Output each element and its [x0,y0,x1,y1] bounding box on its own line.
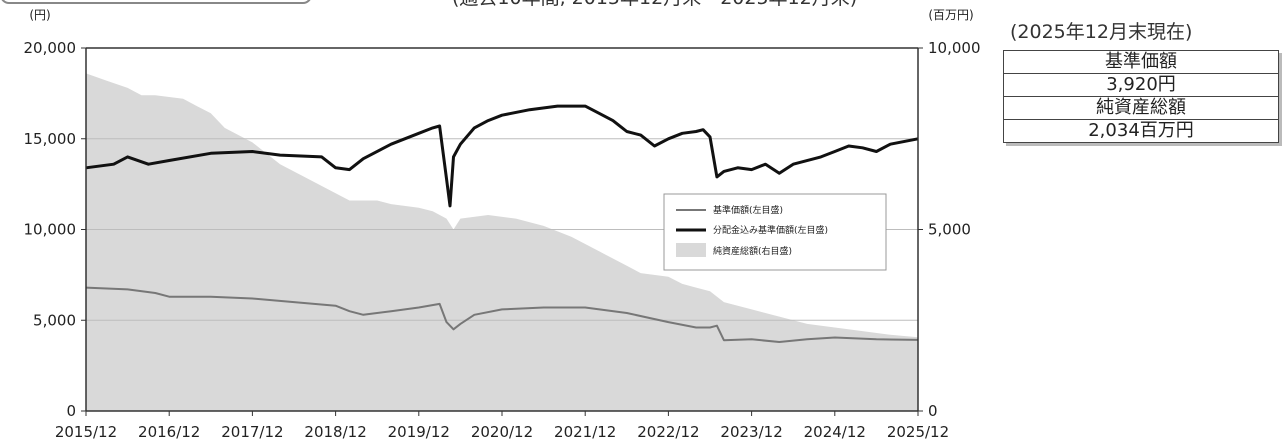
x-tick-label: 2025/12 [887,423,949,441]
legend-swatch-net-assets [676,243,706,257]
right-axis-ticks: 10,000 5,000 0 [918,39,981,420]
as-of-date: (2025年12月末現在) [1010,21,1193,43]
right-tick-label: 5,000 [928,221,971,239]
nav-label: 基準価額 [1003,50,1279,74]
x-tick-label: 2024/12 [804,423,866,441]
left-tick-label: 0 [66,402,76,420]
legend-label-nav-with-dist: 分配金込み基準価額(左目盛) [713,224,828,236]
x-tick-label: 2022/12 [637,423,699,441]
x-tick-label: 2021/12 [554,423,616,441]
x-tick-label: 2015/12 [55,423,117,441]
x-tick-label: 2020/12 [471,423,533,441]
left-axis-ticks: 20,000 15,000 10,000 5,000 0 [24,39,86,420]
legend-label-nav: 基準価額(左目盛) [713,204,783,216]
series-line-nav-with-dist [85,104,919,208]
right-tick-label: 0 [928,402,938,420]
line-layer [85,104,919,343]
legend-label-net-assets: 純資産総額(右目盛) [713,245,792,257]
info-table: 基準価額 3,920円 純資産総額 2,034百万円 [1003,50,1279,143]
left-tick-label: 10,000 [24,221,77,239]
left-tick-label: 15,000 [24,130,77,148]
legend-box [663,193,887,271]
chart-period-text: (過去10年間, 2015年12月末～2025年12月末) [452,0,857,9]
left-tick-label: 20,000 [24,39,77,57]
left-tick-label: 5,000 [33,311,76,329]
right-axis-unit: (百万円) [928,8,973,22]
x-tick-label: 2018/12 [304,423,366,441]
left-axis-unit: (円) [29,8,50,22]
x-tick-label: 2023/12 [720,423,782,441]
x-tick-label: 2016/12 [138,423,200,441]
net-assets-label: 純資産総額 [1003,96,1279,120]
series-line-nav [85,286,919,343]
nav-value: 3,920円 [1003,73,1279,97]
x-tick-label: 2019/12 [388,423,450,441]
net-assets-value: 2,034百万円 [1003,119,1279,143]
legend: 基準価額(左目盛) 分配金込み基準価額(左目盛) 純資産総額(右目盛) [663,193,887,271]
x-tick-label: 2017/12 [221,423,283,441]
right-tick-label: 10,000 [928,39,981,57]
x-axis-ticks: 2015/12 2016/12 2017/12 2018/12 2019/12 2020/… [55,411,949,441]
